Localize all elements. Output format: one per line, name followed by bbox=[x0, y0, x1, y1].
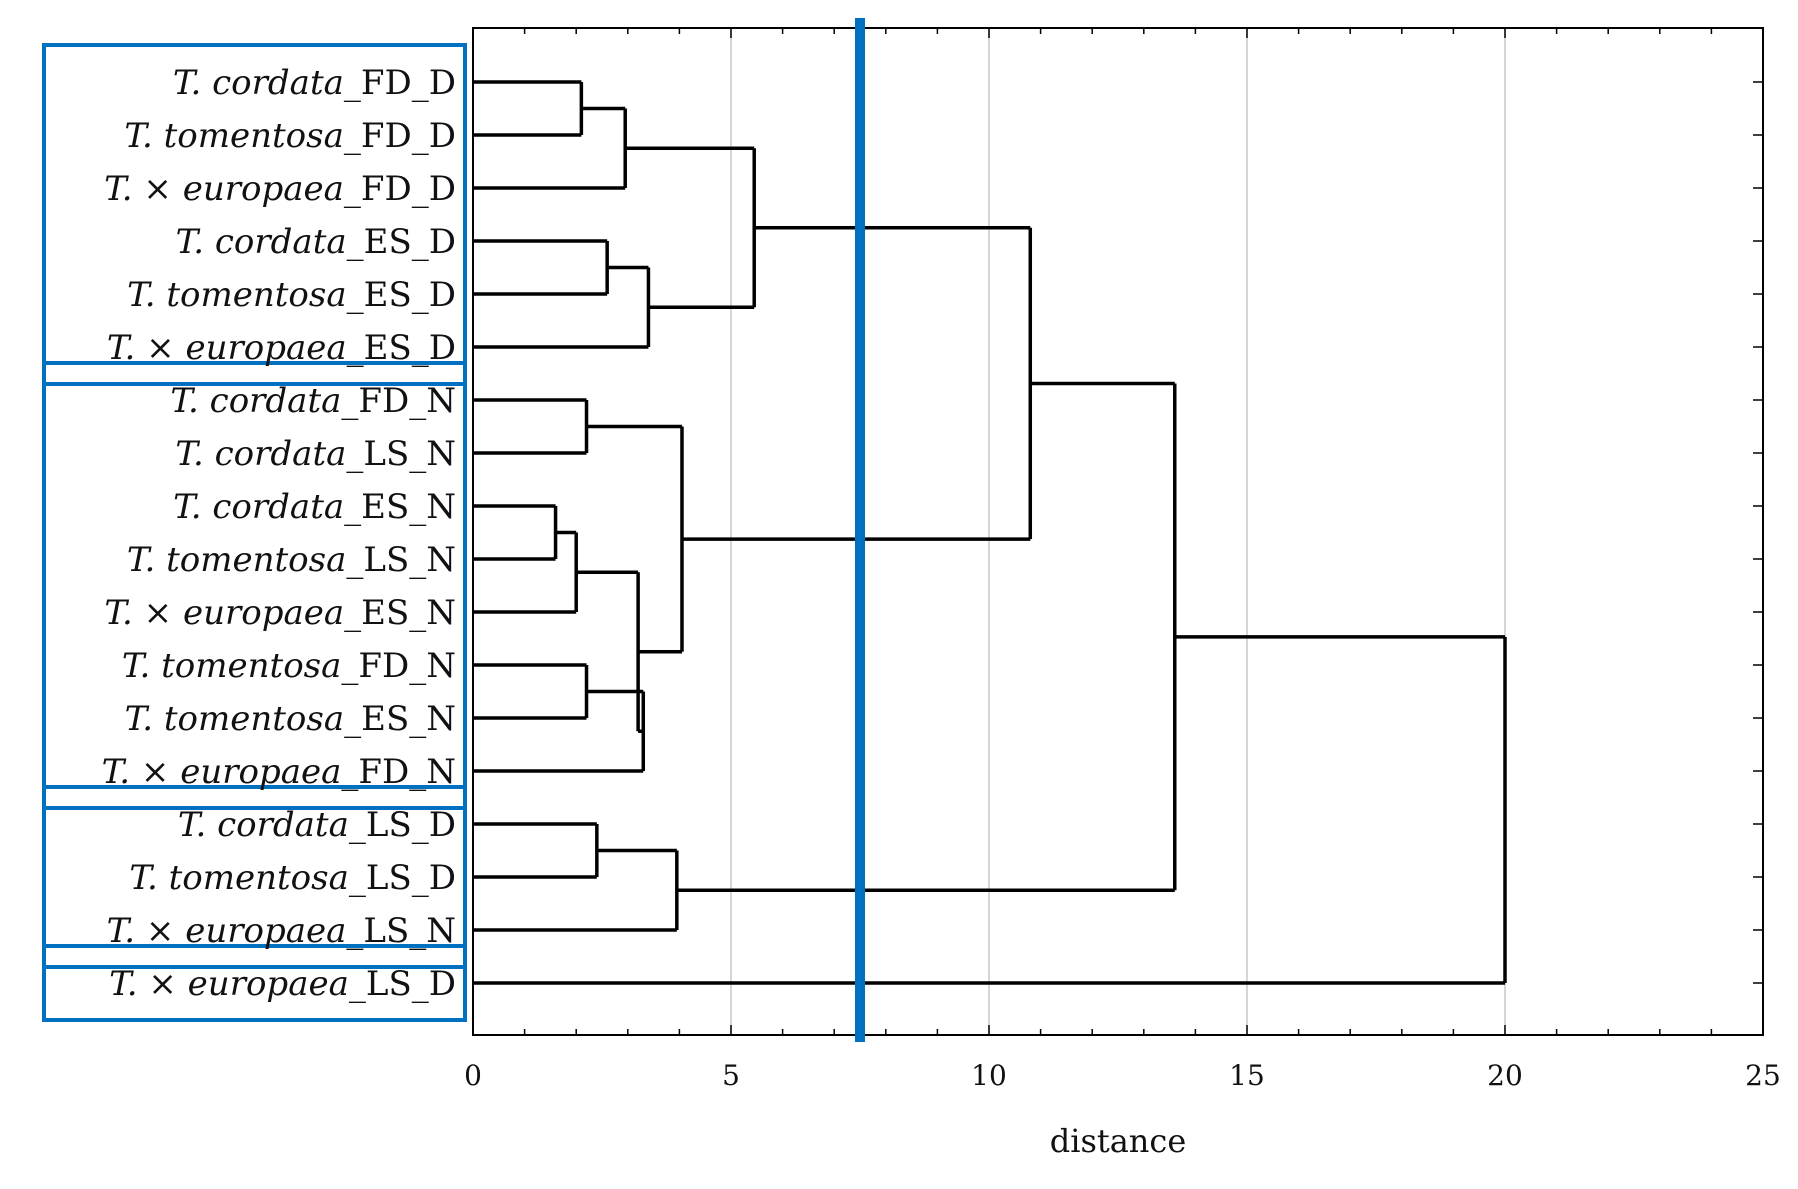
leaf-species: T. tomentosa bbox=[122, 646, 342, 686]
x-tick-label: 25 bbox=[1745, 1059, 1781, 1092]
x-axis-title: distance bbox=[1050, 1122, 1187, 1160]
leaf-suffix: _LS_N bbox=[346, 434, 456, 474]
leaf-suffix: _FD_N bbox=[341, 646, 456, 686]
leaf-label: T. × europaea_FD_D bbox=[104, 169, 456, 209]
leaf-species: T. tomentosa bbox=[124, 116, 344, 156]
leaf-suffix: _FD_D bbox=[344, 63, 456, 103]
cluster-group-box bbox=[42, 43, 467, 386]
leaf-suffix: _FD_D bbox=[344, 169, 456, 209]
leaf-suffix: _LS_N bbox=[346, 540, 456, 580]
x-tick-label: 20 bbox=[1487, 1059, 1523, 1092]
leaf-species: T. × europaea bbox=[109, 964, 349, 1004]
cluster-group-box bbox=[42, 361, 467, 810]
leaf-suffix: _ES_N bbox=[344, 593, 456, 633]
plot-frame bbox=[472, 27, 1764, 1036]
gridlines bbox=[730, 28, 1506, 1035]
leaf-label: T. × europaea_ES_D bbox=[107, 328, 456, 368]
leaf-label: T. cordata_FD_N bbox=[170, 381, 456, 421]
leaf-species: T. cordata bbox=[178, 805, 349, 845]
leaf-species: T. × europaea bbox=[102, 752, 342, 792]
axis-ticks bbox=[472, 28, 1764, 1035]
leaf-suffix: _LS_D bbox=[349, 858, 456, 898]
leaf-species: T. cordata bbox=[173, 63, 344, 103]
leaf-label: T. tomentosa_FD_D bbox=[124, 116, 456, 156]
x-axis-tick-labels: 0 5 10 15 20 25 bbox=[464, 1059, 1781, 1092]
leaf-label: T. tomentosa_ES_N bbox=[125, 699, 456, 739]
leaf-suffix: _ES_D bbox=[347, 328, 456, 368]
leaf-suffix: _FD_N bbox=[341, 381, 456, 421]
leaf-label: T. tomentosa_FD_N bbox=[122, 646, 456, 686]
leaf-suffix: _LS_D bbox=[349, 964, 456, 1004]
leaf-label: T. × europaea_FD_N bbox=[102, 752, 456, 792]
leaf-label: T. tomentosa_LS_D bbox=[129, 858, 456, 898]
x-tick-label: 5 bbox=[722, 1059, 740, 1092]
leaf-suffix: _LS_N bbox=[346, 911, 456, 951]
leaf-label: T. × europaea_ES_N bbox=[104, 593, 456, 633]
leaf-suffix: _ES_D bbox=[347, 275, 456, 315]
leaf-suffix: _FD_D bbox=[344, 116, 456, 156]
cluster-group-box bbox=[42, 785, 467, 969]
cluster-group-box bbox=[42, 944, 467, 1022]
leaf-species: T. cordata bbox=[175, 434, 346, 474]
leaf-species: T. cordata bbox=[176, 222, 347, 262]
leaf-species: T. cordata bbox=[170, 381, 341, 421]
leaf-species: T. tomentosa bbox=[127, 540, 347, 580]
leaf-label: T. cordata_LS_D bbox=[178, 805, 456, 845]
leaf-species: T. tomentosa bbox=[125, 699, 345, 739]
leaf-label: T. × europaea_LS_N bbox=[107, 911, 456, 951]
x-tick-label: 15 bbox=[1229, 1059, 1265, 1092]
leaf-labels: T. cordata_FD_DT. tomentosa_FD_DT. × eur… bbox=[102, 63, 456, 1004]
leaf-label: T. tomentosa_LS_N bbox=[127, 540, 456, 580]
leaf-species: T. × europaea bbox=[104, 593, 344, 633]
leaf-species: T. tomentosa bbox=[129, 858, 349, 898]
x-tick-label: 10 bbox=[971, 1059, 1007, 1092]
leaf-species: T. tomentosa bbox=[127, 275, 347, 315]
leaf-species: T. × europaea bbox=[104, 169, 344, 209]
leaf-label: T. × europaea_LS_D bbox=[109, 964, 456, 1004]
leaf-suffix: _FD_N bbox=[341, 752, 456, 792]
leaf-label: T. cordata_ES_N bbox=[173, 487, 456, 527]
leaf-label: T. cordata_FD_D bbox=[173, 63, 456, 103]
leaf-suffix: _ES_N bbox=[344, 487, 456, 527]
leaf-label: T. cordata_ES_D bbox=[176, 222, 456, 262]
leaf-label: T. cordata_LS_N bbox=[175, 434, 456, 474]
leaf-suffix: _ES_D bbox=[347, 222, 456, 262]
leaf-species: T. × europaea bbox=[107, 911, 347, 951]
leaf-suffix: _ES_N bbox=[344, 699, 456, 739]
leaf-label: T. tomentosa_ES_D bbox=[127, 275, 456, 315]
leaf-species: T. × europaea bbox=[107, 328, 347, 368]
leaf-suffix: _LS_D bbox=[349, 805, 456, 845]
group-boxes bbox=[42, 43, 467, 1022]
leaf-species: T. cordata bbox=[173, 487, 344, 527]
x-tick-label: 0 bbox=[464, 1059, 482, 1092]
